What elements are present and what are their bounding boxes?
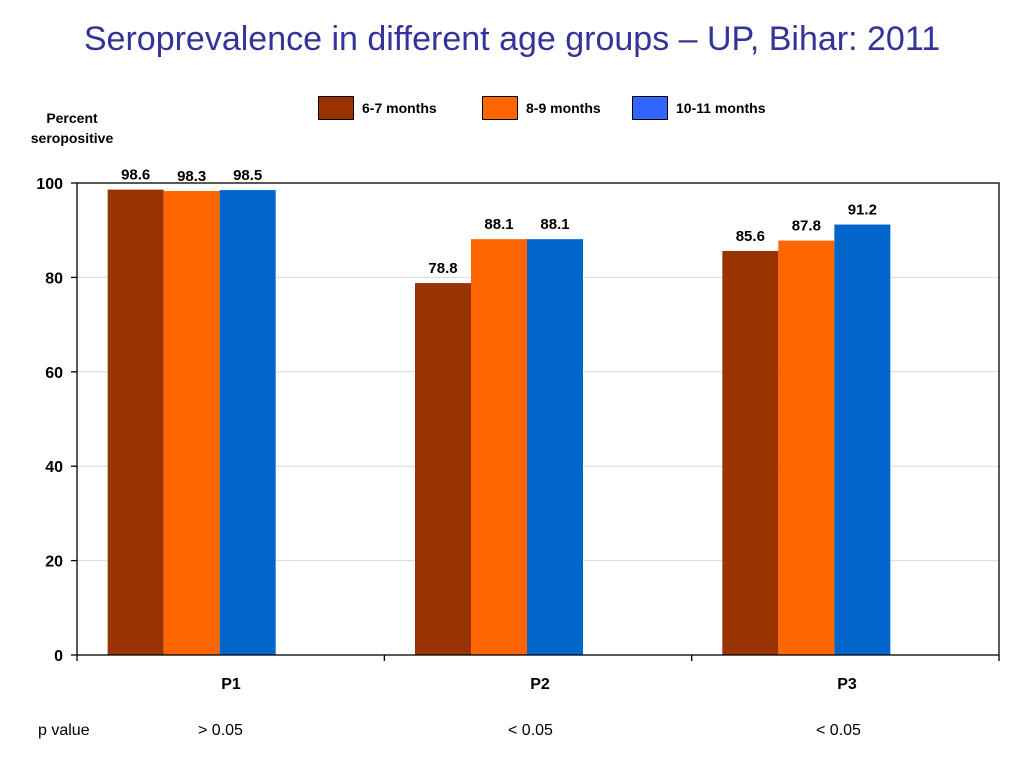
data-label: 88.1 — [484, 216, 513, 233]
legend-label-10-11-months: 10-11 months — [676, 100, 766, 116]
legend-swatch-10-11-months — [632, 96, 668, 120]
chart-title: Seroprevalence in different age groups –… — [83, 20, 941, 58]
x-tick-label: P3 — [837, 676, 857, 693]
data-label: 78.8 — [428, 260, 457, 277]
legend-item-10-11-months: 10-11 months — [632, 96, 765, 120]
legend-label-8-9-months: 8-9 months — [526, 100, 601, 116]
legend-item-8-9-months: 8-9 months — [482, 96, 601, 120]
bar — [527, 239, 583, 655]
p-value-p3: < 0.05 — [816, 722, 861, 739]
data-label: 87.8 — [792, 218, 821, 235]
data-label: 85.6 — [736, 228, 765, 245]
p-value-p2: < 0.05 — [508, 722, 553, 739]
legend-swatch-6-7-months — [318, 96, 354, 120]
x-tick-label: P1 — [221, 676, 241, 693]
legend-swatch-8-9-months — [482, 96, 518, 120]
y-tick-label: 80 — [45, 270, 63, 287]
y-tick-label: 0 — [54, 648, 63, 665]
bar — [778, 240, 835, 656]
legend-item-6-7-months: 6-7 months — [318, 96, 437, 120]
bar — [163, 191, 220, 656]
y-tick-label: 60 — [45, 365, 63, 382]
data-label: 98.3 — [177, 168, 206, 185]
data-label: 91.2 — [848, 202, 877, 219]
y-tick-label: 20 — [45, 554, 63, 571]
bar — [107, 189, 164, 655]
p-value-p1: > 0.05 — [198, 722, 243, 739]
data-label: 98.6 — [121, 167, 150, 184]
p-value-label: p value — [38, 722, 90, 739]
y-tick-label: 100 — [36, 176, 63, 193]
x-tick-label: P2 — [530, 676, 550, 693]
bar — [415, 283, 471, 655]
bar — [722, 250, 779, 655]
y-axis-label: Percent seropositive — [30, 110, 114, 146]
bar — [219, 190, 276, 655]
plot-border — [76, 182, 1000, 656]
y-tick-label: 40 — [45, 459, 63, 476]
bar — [471, 239, 527, 655]
bar — [834, 224, 891, 655]
data-label: 88.1 — [540, 216, 569, 233]
legend-label-6-7-months: 6-7 months — [362, 100, 437, 116]
data-label: 98.5 — [233, 167, 262, 184]
